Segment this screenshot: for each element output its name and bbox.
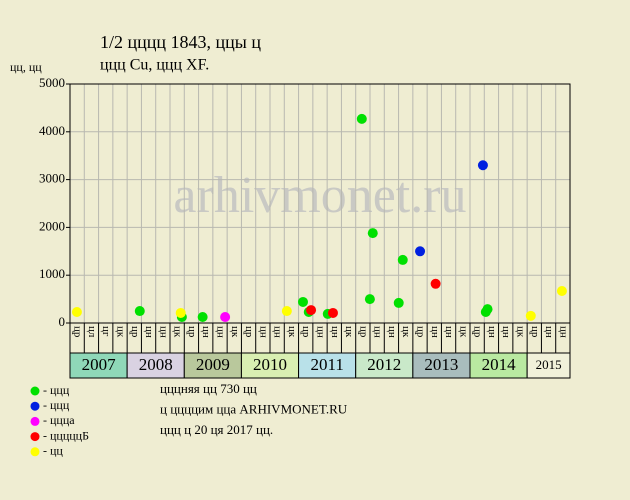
x-tick-label: цр bbox=[300, 326, 312, 338]
x-tick-label: цк bbox=[172, 326, 184, 338]
y-tick-label: 1000 bbox=[39, 266, 65, 281]
data-point bbox=[367, 228, 378, 239]
x-tick-label: цн bbox=[429, 326, 441, 338]
year-label: 2011 bbox=[310, 355, 343, 374]
x-tick-label: цн bbox=[157, 326, 169, 338]
x-tick-label: цр bbox=[243, 326, 255, 338]
x-tick-label: цк bbox=[400, 326, 412, 338]
x-tick-label: цк bbox=[229, 326, 241, 338]
x-tick-label: цн bbox=[272, 326, 284, 338]
year-label: 2008 bbox=[139, 355, 173, 374]
x-tick-label: цр bbox=[72, 326, 84, 338]
legend-label: - ццц bbox=[43, 383, 70, 397]
note: ццц ц 20 ця 2017 цц. bbox=[160, 422, 273, 437]
year-band bbox=[469, 352, 528, 379]
data-point bbox=[356, 113, 367, 124]
x-tick-label: цк bbox=[286, 326, 298, 338]
x-tick-label: цк bbox=[114, 326, 126, 338]
legend-marker bbox=[30, 401, 40, 411]
x-tick-label: цн bbox=[443, 326, 455, 338]
legend-label: - ццца bbox=[43, 413, 75, 427]
legend-marker bbox=[30, 416, 40, 426]
chart-subtitle: ццц Cu, ццц XF. bbox=[100, 57, 209, 74]
x-tick-label: цн bbox=[386, 326, 398, 338]
data-point bbox=[556, 285, 567, 296]
data-point bbox=[281, 306, 292, 317]
data-point bbox=[71, 307, 82, 318]
legend-label: - ццц bbox=[43, 398, 70, 412]
x-tick-label: цн bbox=[372, 326, 384, 338]
legend-label: - цц bbox=[43, 444, 63, 458]
data-point bbox=[415, 246, 426, 257]
legend-marker bbox=[30, 447, 40, 457]
y-tick-label: 4000 bbox=[39, 123, 65, 138]
x-tick-label: цн bbox=[200, 326, 212, 338]
year-label: 2012 bbox=[367, 355, 401, 374]
x-tick-label: цн bbox=[500, 326, 512, 338]
x-tick-label: цр bbox=[414, 326, 426, 338]
y-tick-label: 0 bbox=[59, 314, 66, 329]
chart-title: 1/2 цццц 1843, ццы ц bbox=[100, 32, 261, 52]
data-point bbox=[175, 307, 186, 318]
x-tick-label: цн bbox=[143, 326, 155, 338]
legend-marker bbox=[30, 432, 40, 442]
x-tick-label: цр bbox=[472, 326, 484, 338]
data-point bbox=[364, 294, 375, 305]
data-point bbox=[197, 312, 208, 323]
x-tick-label: цн bbox=[329, 326, 341, 338]
year-band bbox=[298, 352, 357, 379]
y-tick-label: 5000 bbox=[39, 75, 65, 90]
x-tick-label: цк bbox=[514, 326, 526, 338]
x-tick-label: цл bbox=[86, 326, 98, 338]
x-tick-label: цн bbox=[486, 326, 498, 338]
data-point bbox=[397, 254, 408, 265]
year-band bbox=[126, 352, 185, 379]
legend-marker bbox=[30, 386, 40, 396]
data-point bbox=[297, 296, 308, 307]
plot-frame bbox=[69, 83, 571, 324]
data-point bbox=[220, 312, 231, 323]
data-point bbox=[306, 305, 317, 316]
year-label: 2010 bbox=[253, 355, 287, 374]
x-tick-label: цн bbox=[543, 326, 555, 338]
year-label: 2013 bbox=[424, 355, 458, 374]
data-point bbox=[430, 278, 441, 289]
x-tick-label: цг bbox=[100, 326, 112, 337]
data-point bbox=[482, 304, 493, 315]
data-point bbox=[477, 160, 488, 171]
note: ц ццццим цца ARHIVMONET.RU bbox=[160, 401, 348, 416]
y-tick-label: 2000 bbox=[39, 218, 65, 233]
x-tick-label: цк bbox=[343, 326, 355, 338]
data-point bbox=[327, 307, 338, 318]
year-band bbox=[526, 352, 571, 379]
year-label: 2014 bbox=[482, 355, 517, 374]
year-label: 2015 bbox=[536, 357, 562, 372]
x-tick-label: цр bbox=[529, 326, 541, 338]
x-tick-label: цк bbox=[457, 326, 469, 338]
x-tick-label: цн bbox=[257, 326, 269, 338]
x-tick-label: цр bbox=[129, 326, 141, 338]
year-label: 2007 bbox=[82, 355, 117, 374]
y-axis-label: цц, цц bbox=[10, 60, 42, 74]
data-point bbox=[134, 306, 145, 317]
year-band bbox=[412, 352, 471, 379]
year-band bbox=[240, 352, 300, 379]
x-tick-label: цн bbox=[214, 326, 226, 338]
y-tick-label: 3000 bbox=[39, 171, 65, 186]
x-tick-label: цн bbox=[557, 326, 569, 338]
data-point bbox=[525, 310, 536, 321]
year-band bbox=[69, 352, 128, 379]
data-point bbox=[393, 297, 404, 308]
legend-label: - цццццБ bbox=[43, 428, 89, 442]
watermark: arhivmonet.ru bbox=[173, 167, 466, 224]
x-tick-label: цр bbox=[186, 326, 198, 338]
year-label: 2009 bbox=[196, 355, 230, 374]
x-tick-label: цн bbox=[314, 326, 326, 338]
note: цццняя цц 730 цц bbox=[160, 381, 257, 396]
x-tick-label: цр bbox=[357, 326, 369, 338]
